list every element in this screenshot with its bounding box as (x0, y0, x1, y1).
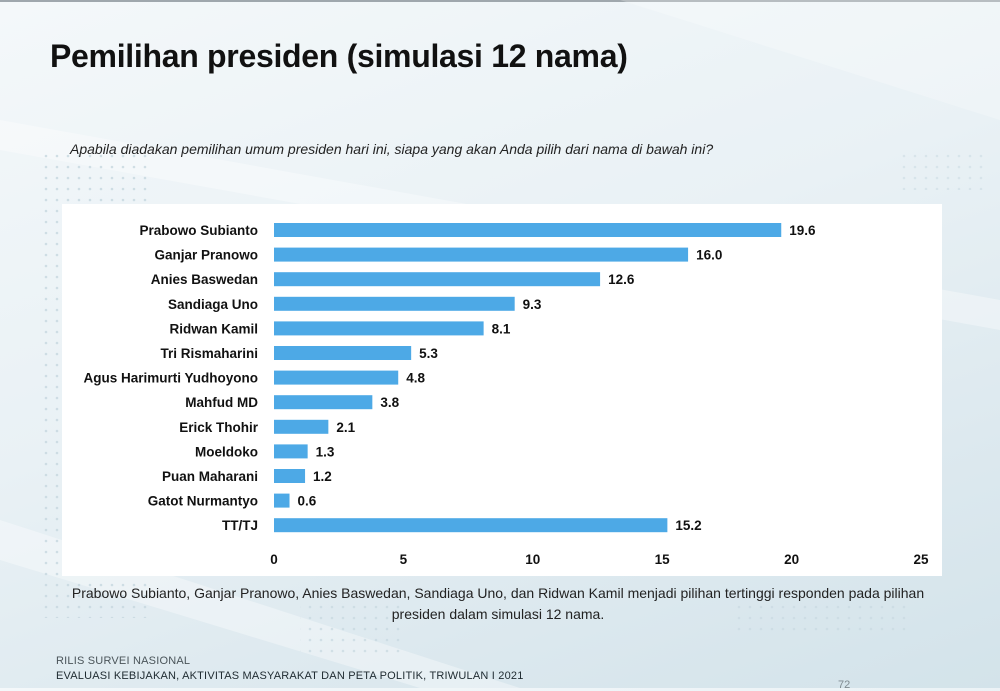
value-label-ganjar-pranowo: 16.0 (696, 248, 722, 263)
top-rule (0, 0, 1000, 2)
value-label-sandiaga-uno: 9.3 (523, 297, 542, 312)
x-tick-label-15: 15 (655, 552, 671, 567)
x-tick-label-5: 5 (400, 552, 408, 567)
bar-sandiaga-uno (274, 296, 515, 311)
value-label-puan-maharani: 1.2 (313, 469, 332, 484)
bar-tt-tj (274, 518, 668, 533)
category-label-tt-tj: TT/TJ (222, 518, 258, 533)
slide-title: Pemilihan presiden (simulasi 12 nama) (50, 38, 628, 74)
chart-panel: Prabowo Subianto 19.6 Ganjar Pranowo 16.0 An… (62, 204, 942, 576)
bar-puan-maharani (274, 469, 306, 483)
category-label-moeldoko: Moeldoko (195, 444, 258, 459)
category-label-gatot-nurmantyo: Gatot Nurmantyo (148, 494, 258, 509)
bar-agus-harimurti-yudhoyono (274, 370, 399, 385)
bar-ridwan-kamil (274, 321, 484, 336)
x-tick-label-0: 0 (270, 552, 278, 567)
value-label-moeldoko: 1.3 (316, 444, 335, 459)
bar-ganjar-pranowo (274, 247, 689, 262)
value-label-agus-harimurti-yudhoyono: 4.8 (406, 371, 425, 386)
value-label-tt-tj: 15.2 (675, 518, 701, 533)
footer-survey-label: RILIS SURVEI NASIONAL (56, 655, 191, 667)
category-label-prabowo-subianto: Prabowo Subianto (139, 223, 258, 238)
category-label-ridwan-kamil: Ridwan Kamil (169, 321, 258, 336)
category-label-anies-baswedan: Anies Baswedan (151, 272, 258, 287)
category-label-erick-thohir: Erick Thohir (179, 420, 259, 435)
bar-moeldoko (274, 444, 308, 459)
bar-tri-rismaharini (274, 346, 412, 360)
category-label-tri-rismaharini: Tri Rismaharini (160, 346, 258, 361)
value-label-erick-thohir: 2.1 (336, 420, 355, 435)
bar-mahfud-md (274, 395, 373, 410)
footer-report-title: EVALUASI KEBIJAKAN, AKTIVITAS MASYARAKAT… (56, 670, 524, 682)
value-label-gatot-nurmantyo: 0.6 (298, 494, 317, 509)
chart-caption: Prabowo Subianto, Ganjar Pranowo, Anies … (71, 585, 925, 622)
category-label-puan-maharani: Puan Maharani (162, 469, 258, 484)
page-number: 72 (838, 679, 851, 691)
value-label-anies-baswedan: 12.6 (608, 272, 635, 287)
category-label-sandiaga-uno: Sandiaga Uno (168, 297, 258, 312)
value-label-mahfud-md: 3.8 (380, 395, 399, 410)
category-label-mahfud-md: Mahfud MD (185, 395, 258, 410)
x-tick-label-10: 10 (525, 552, 540, 567)
x-tick-label-20: 20 (784, 552, 799, 567)
bar-anies-baswedan (274, 272, 601, 287)
bar-gatot-nurmantyo (274, 493, 290, 508)
category-label-ganjar-pranowo: Ganjar Pranowo (154, 248, 258, 263)
value-label-prabowo-subianto: 19.6 (789, 223, 816, 238)
value-label-tri-rismaharini: 5.3 (419, 346, 438, 361)
bar-chart: Prabowo Subianto 19.6 Ganjar Pranowo 16.0 An… (83, 223, 929, 567)
bar-erick-thohir (274, 419, 329, 434)
x-tick-label-25: 25 (913, 552, 929, 567)
bar-prabowo-subianto (274, 223, 782, 237)
value-label-ridwan-kamil: 8.1 (492, 321, 511, 336)
survey-question: Apabila diadakan pemilihan umum presiden… (70, 141, 714, 157)
category-label-agus-harimurti-yudhoyono: Agus Harimurti Yudhoyono (83, 371, 258, 386)
